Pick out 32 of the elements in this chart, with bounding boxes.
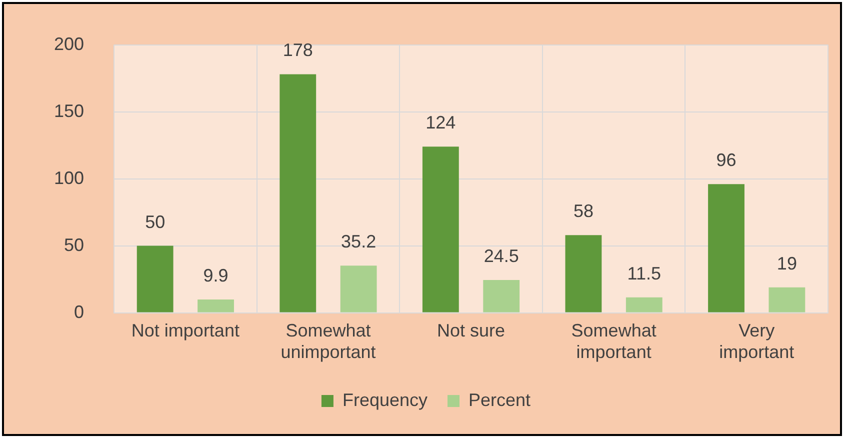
data-label: 96 bbox=[716, 150, 736, 170]
bar bbox=[340, 266, 377, 312]
data-label: 24.5 bbox=[484, 246, 519, 266]
data-label: 19 bbox=[776, 253, 797, 274]
legend-label: Frequency bbox=[342, 390, 428, 410]
data-label: 58 bbox=[573, 201, 594, 222]
data-label: 178 bbox=[282, 40, 313, 60]
y-tick-label: 100 bbox=[54, 168, 84, 188]
y-tick-label: 150 bbox=[54, 100, 84, 121]
data-label: 50 bbox=[145, 212, 166, 232]
bar bbox=[565, 235, 602, 312]
x-tick-label: Somewhat unimportant bbox=[280, 320, 376, 362]
bar bbox=[708, 184, 744, 312]
y-tick-label: 200 bbox=[54, 34, 84, 54]
bar bbox=[626, 297, 662, 312]
y-tick-label: 50 bbox=[64, 234, 84, 255]
bar bbox=[483, 280, 520, 312]
x-tick-label: Somewhat important bbox=[571, 320, 656, 362]
data-label: 124 bbox=[426, 112, 456, 133]
x-tick-label: Not sure bbox=[437, 320, 506, 341]
bar bbox=[422, 146, 459, 312]
bar bbox=[768, 287, 806, 312]
bar bbox=[198, 300, 234, 312]
data-label: 11.5 bbox=[627, 263, 662, 284]
y-tick-label: 0 bbox=[74, 302, 84, 322]
x-tick-label: Not important bbox=[131, 320, 240, 341]
data-label: 35.2 bbox=[341, 232, 376, 252]
bar bbox=[136, 246, 174, 312]
bar bbox=[280, 74, 316, 312]
data-label: 9.9 bbox=[203, 266, 228, 286]
x-tick-label: Very important bbox=[719, 320, 794, 362]
legend-label: Percent bbox=[468, 390, 531, 410]
